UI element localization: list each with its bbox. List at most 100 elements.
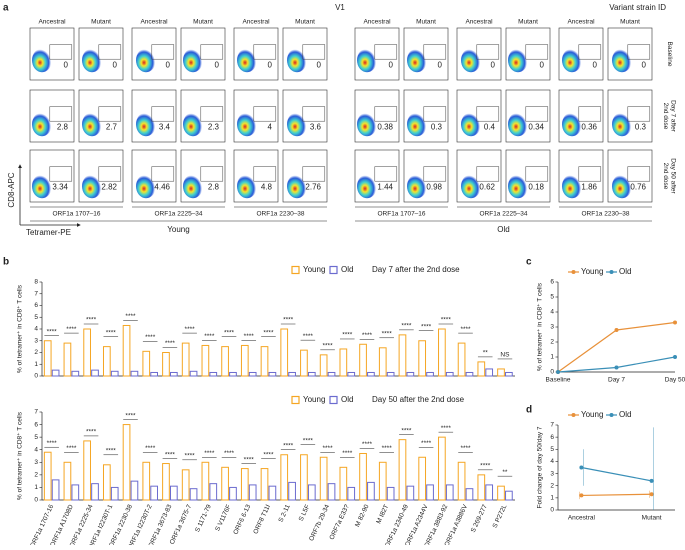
bar (367, 481, 375, 501)
bar (457, 342, 466, 377)
bar (378, 461, 387, 501)
bar (497, 368, 505, 377)
gate (578, 106, 602, 122)
flow-population (136, 112, 156, 137)
peptide-label: ORF1a 2230–38 (581, 211, 629, 218)
gate-percentage: 0 (268, 61, 273, 70)
gate-percentage: 0.36 (581, 123, 597, 132)
y-tick-label: 6 (550, 279, 554, 286)
gate-percentage: 2.76 (305, 183, 321, 192)
bar (327, 483, 336, 501)
flow-population (82, 174, 102, 199)
y-tick-label: 3 (34, 459, 38, 466)
point (556, 370, 560, 374)
y-tick-label: 7 (34, 409, 38, 416)
legend-label: Young (303, 265, 325, 274)
significance-label: **** (421, 440, 432, 447)
y-tick-label: 5 (550, 294, 554, 301)
bar (457, 461, 466, 501)
x-tick-label: Ancestral (568, 515, 596, 522)
significance-label: **** (106, 448, 117, 455)
bar (122, 324, 131, 377)
flow-population (32, 174, 52, 199)
point (579, 493, 584, 498)
bar (142, 461, 151, 501)
significance-label: **** (362, 441, 373, 448)
legend-note: Day 7 after the 2nd dose (372, 265, 460, 274)
bar (229, 371, 237, 377)
bar (150, 371, 158, 377)
significance-label: **** (86, 429, 97, 436)
significance-label: **** (283, 442, 294, 449)
bar (110, 486, 119, 501)
y-tick-label: 2 (550, 339, 554, 346)
flow-population (287, 112, 307, 137)
significance-label: **** (441, 425, 452, 432)
significance-label: **** (165, 451, 176, 458)
gate (476, 44, 500, 60)
flow-population (407, 48, 427, 73)
significance-label: **** (244, 456, 255, 463)
legend-swatch (329, 395, 338, 405)
legend-label: Old (341, 395, 353, 404)
bar (51, 369, 60, 377)
gate-percentage: 3.6 (310, 123, 322, 132)
column-header: Mutant (518, 19, 538, 26)
bar (485, 484, 494, 501)
flow-population (407, 174, 427, 199)
bar (142, 350, 151, 377)
bar (130, 370, 139, 377)
x-axis-label: Tetramer-PE (26, 228, 71, 237)
flow-plot-frame (607, 89, 653, 143)
bar (83, 328, 91, 377)
peptide-label: ORF1a 2225–34 (479, 211, 527, 218)
y-tick-label: 3 (550, 470, 554, 477)
legend-label: Old (619, 267, 631, 276)
bar (406, 485, 415, 501)
bar (201, 461, 210, 501)
bar (367, 371, 375, 377)
flow-population (461, 112, 481, 137)
flow-population (136, 48, 156, 73)
gate (525, 106, 549, 122)
y-axis-label: CD8-APC (7, 172, 16, 207)
bar (465, 371, 474, 377)
column-header: Mutant (91, 19, 111, 26)
gate (302, 44, 326, 60)
flow-population (562, 48, 582, 73)
y-tick-label: 1 (550, 354, 554, 361)
x-tick-label: ORF8 T11I (252, 503, 272, 535)
gate-percentage: 0.76 (630, 183, 646, 192)
y-tick-label: 6 (34, 421, 38, 428)
significance-label: **** (185, 453, 196, 460)
row-label: Baseline (666, 42, 673, 67)
y-tick-label: 0 (550, 369, 554, 376)
bar (71, 370, 80, 377)
bar (240, 344, 249, 377)
bar (418, 340, 427, 377)
y-tick-label: 5 (34, 434, 38, 441)
legend-label: Old (619, 410, 631, 419)
flow-population (82, 48, 102, 73)
y-tick-label: 0 (34, 497, 38, 504)
x-tick-label: Baseline (546, 377, 571, 384)
gate-percentage: 2.8 (208, 183, 220, 192)
flow-population (183, 174, 203, 199)
gate-percentage: 0 (438, 61, 443, 70)
panel-label: a (3, 3, 9, 14)
bar (386, 486, 395, 501)
legend-swatch-dot (609, 270, 614, 274)
legend-swatch-dot (609, 413, 614, 417)
bar (51, 479, 60, 501)
flow-population (32, 112, 52, 137)
gate-percentage: 0 (389, 61, 394, 70)
bar (122, 424, 131, 501)
gate (151, 106, 175, 122)
y-tick-label: 3 (34, 337, 38, 344)
flow-population (461, 174, 481, 199)
bar (181, 342, 190, 377)
peptide-label: ORF1a 2230–38 (256, 211, 304, 218)
legend-note: Day 50 after the 2nd dose (372, 395, 465, 404)
bar (339, 348, 348, 377)
gate (374, 166, 398, 182)
